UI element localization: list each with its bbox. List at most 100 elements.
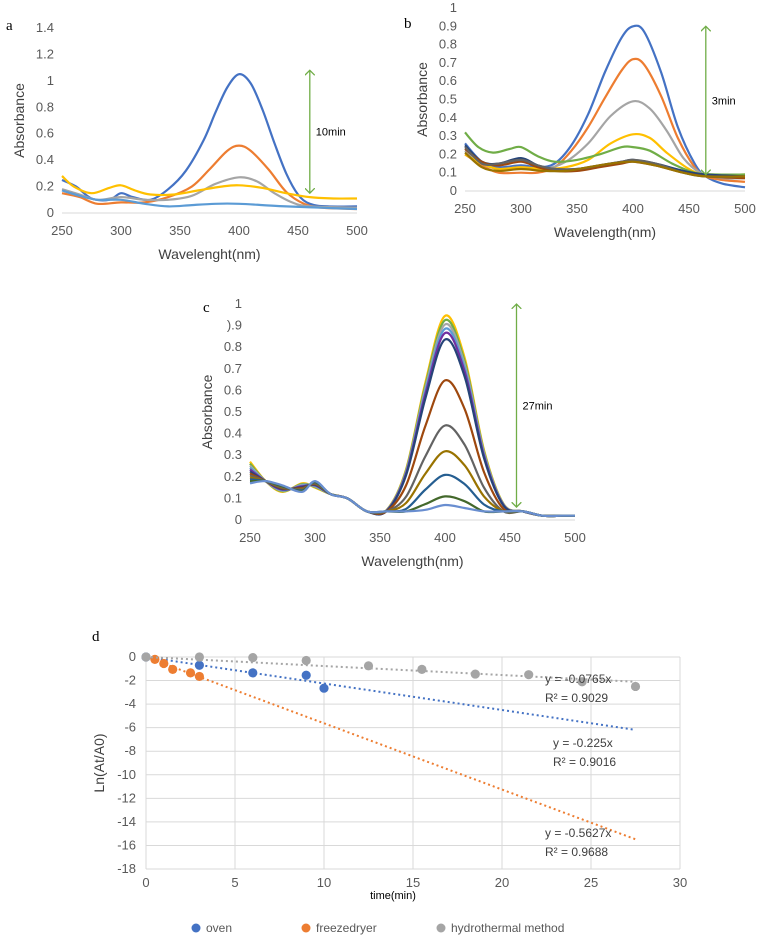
x-axis-title: time(min) (370, 890, 416, 902)
x-tick-label: 350 (169, 223, 191, 238)
y-tick-label: 0.1 (224, 490, 242, 505)
data-point-hydrothermal-method (363, 661, 374, 671)
x-tick-label: 300 (110, 223, 132, 238)
y-tick-label: -2 (124, 673, 136, 688)
trend-equation: y = -0.0765x (545, 672, 611, 686)
y-tick-label: 0.1 (439, 165, 457, 180)
y-tick-label: 0.3 (439, 128, 457, 143)
y-tick-label: 0.9 (439, 18, 457, 33)
panel-a: a 0 0.2 0.4 0.6 0.8 1 1.2 1.4 250 300 350 400 450 500 W… (6, 18, 368, 262)
y-tick-label: 0.2 (36, 179, 54, 194)
trendline-hydrothermal-method (145, 656, 636, 683)
spectrum-line-4 (61, 175, 358, 200)
legend-marker (301, 923, 311, 933)
x-tick-label: 400 (622, 201, 644, 216)
y-tick-label: ).9 (227, 318, 242, 333)
data-point-hydrothermal-method (524, 670, 534, 680)
x-tick-label: 250 (239, 530, 261, 545)
trend-equation: y = -0.225x (553, 736, 613, 750)
y-tick-label: 0.4 (224, 426, 242, 441)
data-point-oven (248, 668, 258, 678)
y-tick-label: -4 (124, 696, 136, 711)
data-point-hydrothermal-method (301, 655, 311, 666)
y-tick-label: 0.6 (439, 73, 457, 88)
y-tick-label: 1 (235, 296, 242, 311)
y-tick-label: 0.7 (224, 361, 242, 376)
y-tick-label: 0.4 (439, 110, 457, 125)
y-tick-label: 1.4 (36, 20, 54, 35)
data-point-freezedryer (159, 658, 169, 669)
y-tick-label: -6 (124, 720, 136, 735)
y-tick-label: 0 (129, 649, 136, 664)
x-tick-label: 450 (678, 201, 700, 216)
data-point-hydrothermal-method (194, 652, 204, 662)
spectrum-line-5 (61, 189, 358, 211)
x-tick-label: 250 (454, 201, 476, 216)
x-tick-label: 300 (510, 201, 532, 216)
data-point-hydrothermal-method (417, 664, 427, 674)
time-annotation: 10min (316, 127, 346, 139)
x-tick-label: 15 (406, 875, 420, 890)
y-tick-label: 0.6 (224, 382, 242, 397)
y-tick-label: 0 (47, 205, 54, 220)
x-tick-label: 500 (346, 223, 368, 238)
x-tick-label: 500 (564, 530, 586, 545)
spectrum-line-2 (61, 144, 358, 211)
spectrum-line-12 (249, 479, 575, 518)
trend-r-squared: R² = 0.9016 (553, 755, 616, 769)
x-tick-label: 500 (734, 201, 756, 216)
x-tick-label: 350 (566, 201, 588, 216)
trendline-freezedryer (145, 656, 636, 841)
y-axis-title: Absorbance (414, 62, 430, 137)
spectrum-line-1 (464, 24, 746, 189)
panel-label: d (92, 629, 100, 645)
data-point-freezedryer (168, 664, 178, 674)
x-axis-title: Wavelength(nm) (361, 553, 463, 569)
x-tick-label: 300 (304, 530, 326, 545)
panel-b: b 0 0.1 0.2 0.3 0.4 0.5 0.6 0.7 0.8 0.9 1 250 300 350 4… (404, 0, 756, 240)
data-point-freezedryer (150, 654, 160, 664)
data-point-hydrothermal-method (470, 669, 480, 679)
x-axis-title: Wavelenght(nm) (158, 246, 260, 262)
x-axis-title: Wavelength(nm) (554, 224, 656, 240)
legend-label: hydrothermal method (451, 921, 564, 935)
y-tick-label: 0.3 (224, 447, 242, 462)
x-tick-label: 20 (495, 875, 509, 890)
x-tick-label: 10 (317, 875, 331, 890)
y-tick-label: 0 (450, 183, 457, 198)
y-tick-label: -10 (117, 767, 136, 782)
spectrum-line-5 (464, 131, 746, 176)
y-tick-label: 0.5 (224, 404, 242, 419)
panel-c: c 0 0.1 0.2 0.3 0.4 0.5 0.6 0.7 0.8).9 1 250 300 350 4… (199, 296, 586, 569)
time-annotation: 27min (523, 401, 553, 413)
spectrum-line-4 (464, 132, 746, 176)
data-point-oven (194, 660, 204, 670)
y-tick-label: 0.8 (36, 99, 54, 114)
legend-label: oven (206, 921, 232, 935)
x-tick-label: 5 (231, 875, 238, 890)
trend-r-squared: R² = 0.9029 (545, 691, 608, 705)
x-tick-label: 400 (228, 223, 250, 238)
x-tick-label: 0 (142, 875, 149, 890)
y-tick-label: -18 (117, 861, 136, 876)
trend-equation: y = -0.5627x (545, 826, 611, 840)
y-tick-label: -14 (117, 814, 136, 829)
x-tick-label: 400 (434, 530, 456, 545)
trend-r-squared: R² = 0.9688 (545, 845, 608, 859)
x-tick-label: 450 (287, 223, 309, 238)
y-tick-label: 0.2 (439, 146, 457, 161)
panel-d: d 0 5 10 15 20 25 30 0 -2 -4 -6 -8 -10 -12 -14 -16 -18 tim… (91, 629, 687, 935)
y-tick-label: 0.6 (36, 126, 54, 141)
legend-label: freezedryer (316, 921, 377, 935)
data-point-oven (301, 670, 311, 680)
data-point-hydrothermal-method (141, 652, 151, 662)
y-tick-label: 0.8 (224, 339, 242, 354)
y-axis-title: Absorbance (11, 83, 27, 158)
data-point-hydrothermal-method (248, 652, 258, 663)
x-tick-label: 25 (584, 875, 598, 890)
data-point-freezedryer (185, 668, 196, 678)
y-axis-title: Absorbance (199, 374, 215, 449)
panel-label: b (404, 16, 412, 32)
y-tick-label: 0.4 (36, 152, 54, 167)
